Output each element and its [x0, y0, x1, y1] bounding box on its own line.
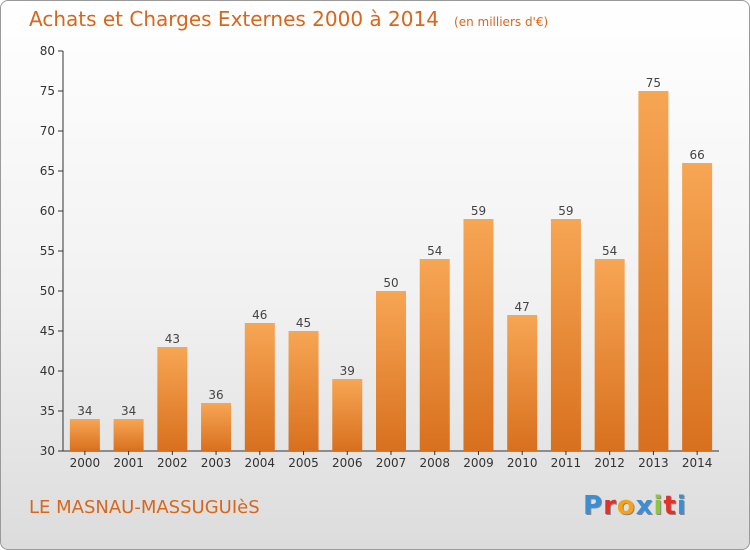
x-tick-label: 2014	[682, 456, 713, 470]
bar-2007	[376, 291, 406, 451]
bar-value-label: 54	[602, 244, 617, 258]
y-tick-label: 80	[40, 44, 55, 58]
bar-value-label: 59	[471, 204, 486, 218]
chart-title: Achats et Charges Externes 2000 à 2014	[29, 7, 439, 31]
bar-2001	[113, 419, 144, 451]
bar-value-label: 47	[515, 300, 530, 314]
x-tick-label: 2013	[638, 456, 669, 470]
bar-2006	[332, 379, 363, 451]
bar-value-label: 54	[427, 244, 442, 258]
chart-bars	[69, 91, 713, 451]
y-tick-label: 45	[40, 324, 55, 338]
logo-letter: t	[663, 491, 677, 521]
bar-2000	[69, 419, 100, 451]
bar-value-label: 45	[296, 316, 311, 330]
commune-name: LE MASNAU-MASSUGUIèS	[29, 497, 260, 518]
bar-2002	[157, 347, 188, 451]
y-tick-label: 60	[40, 204, 55, 218]
logo-letter: o	[616, 491, 636, 521]
x-tick-label: 2008	[419, 456, 450, 470]
x-tick-label: 2003	[201, 456, 232, 470]
y-tick-label: 40	[40, 364, 55, 378]
y-tick-label: 75	[40, 84, 55, 98]
bar-2011	[550, 219, 581, 451]
y-tick-label: 50	[40, 284, 55, 298]
logo-letter: P	[583, 491, 604, 521]
x-tick-label: 2006	[332, 456, 363, 470]
bar-2014	[682, 163, 713, 451]
bar-value-label: 66	[689, 148, 704, 162]
bar-value-label: 75	[646, 76, 661, 90]
bar-value-label: 39	[340, 364, 355, 378]
x-tick-label: 2005	[288, 456, 319, 470]
y-tick-label: 70	[40, 124, 55, 138]
bar-value-label: 36	[208, 388, 223, 402]
chart-axes: 30 35 40 45 50 55 60 65 70 75 80 2000 2001 2002 2003 20…	[40, 44, 719, 470]
bar-value-label: 50	[383, 276, 398, 290]
x-tick-label: 2002	[157, 456, 188, 470]
bar-2010	[507, 315, 538, 451]
bar-2012	[594, 259, 625, 451]
x-tick-label: 2007	[376, 456, 407, 470]
logo-letter: i	[653, 491, 664, 521]
bar-value-label: 34	[77, 404, 92, 418]
x-tick-label: 2009	[463, 456, 494, 470]
chart-units: (en milliers d'€)	[454, 15, 549, 29]
y-tick-label: 35	[40, 404, 55, 418]
y-tick-label: 55	[40, 244, 55, 258]
bar-2013	[638, 91, 669, 451]
x-tick-label: 2012	[594, 456, 625, 470]
bar-2005	[288, 331, 319, 451]
bar-2003	[201, 403, 232, 451]
bar-2004	[244, 323, 275, 451]
x-tick-label: 2004	[245, 456, 276, 470]
chart-header: Achats et Charges Externes 2000 à 2014 (…	[29, 7, 548, 31]
bar-value-label: 59	[558, 204, 573, 218]
logo-letter: x	[635, 491, 654, 521]
bar-value-label: 43	[165, 332, 180, 346]
chart-data-labels: 34 34 43 36 46 45 39 50 54 59 47 59 54 75 66	[77, 76, 705, 418]
x-tick-label: 2011	[551, 456, 582, 470]
x-tick-label: 2010	[507, 456, 538, 470]
bar-2008	[419, 259, 450, 451]
logo-letter: i	[676, 491, 687, 521]
logo-letter: r	[603, 491, 617, 521]
bar-value-label: 34	[121, 404, 136, 418]
x-tick-label: 2001	[113, 456, 144, 470]
x-tick-label: 2000	[70, 456, 101, 470]
bar-2009	[463, 219, 494, 451]
y-tick-label: 30	[40, 444, 55, 458]
proxiti-logo: Proxiti	[583, 491, 687, 521]
y-tick-label: 65	[40, 164, 55, 178]
bar-value-label: 46	[252, 308, 267, 322]
